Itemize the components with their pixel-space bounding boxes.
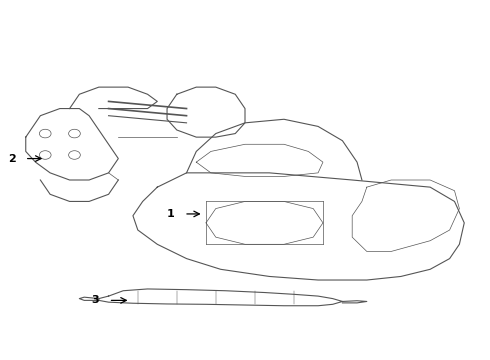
Text: 2: 2	[8, 154, 16, 163]
Text: 3: 3	[91, 296, 99, 305]
Text: 1: 1	[167, 209, 174, 219]
